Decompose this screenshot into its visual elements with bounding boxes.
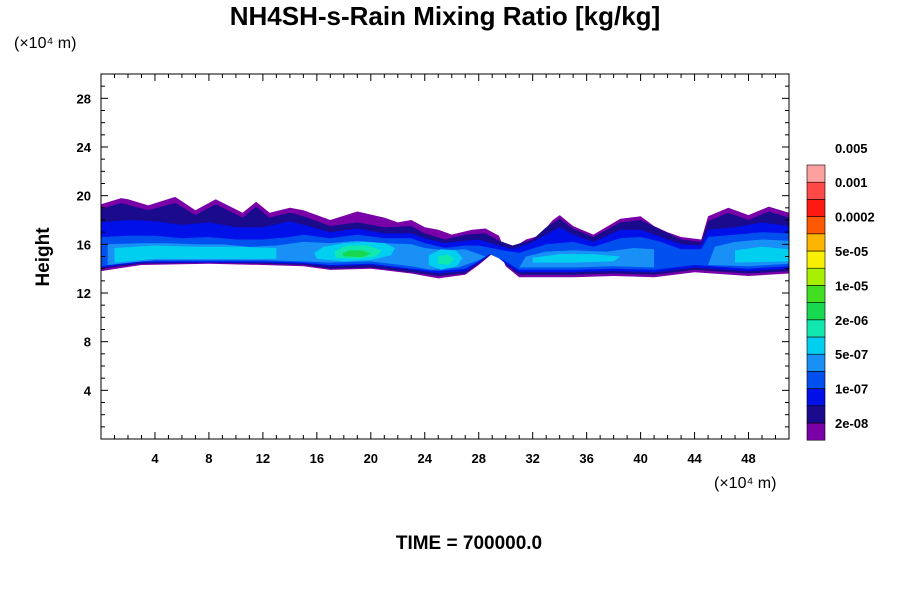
y-tick-label: 8 <box>84 335 91 350</box>
colorbar-swatch <box>806 319 826 338</box>
colorbar-swatch <box>806 371 826 389</box>
colorbar-swatch <box>806 285 826 303</box>
y-tick-label: 20 <box>77 189 91 204</box>
time-label: TIME = 700000.0 <box>396 533 542 554</box>
contour-region-level-5 <box>114 245 277 263</box>
colorbar-swatch <box>806 422 826 441</box>
colorbar-swatch <box>806 405 826 424</box>
x-tick-label: 8 <box>205 451 212 466</box>
colorbar-label: 2e-06 <box>835 313 868 328</box>
contour-region-level-7 <box>342 250 371 258</box>
x-tick-label: 16 <box>310 451 324 466</box>
colorbar-label: 0.0002 <box>835 210 875 225</box>
colorbar-swatch <box>806 216 826 235</box>
chart-title: NH4SH-s-Rain Mixing Ratio [kg/kg] <box>230 1 660 31</box>
colorbar-swatch <box>806 353 826 372</box>
x-tick-label: 32 <box>525 451 539 466</box>
colorbar-label: 0.005 <box>835 141 868 156</box>
x-tick-label: 36 <box>579 451 593 466</box>
colorbar-label: 2e-08 <box>835 416 868 431</box>
colorbar-label: 5e-07 <box>835 347 868 362</box>
x-tick-label: 48 <box>741 451 755 466</box>
colorbar-swatch <box>806 233 826 252</box>
x-tick-label: 28 <box>471 451 485 466</box>
y-axis-label: Height <box>33 227 54 287</box>
contour-region-level-5 <box>532 254 621 263</box>
x-tick-label: 20 <box>364 451 378 466</box>
contour-region-level-6 <box>438 254 455 265</box>
colorbar-swatch <box>806 302 826 321</box>
y-tick-label: 28 <box>77 91 91 106</box>
y-unit-label: (×10⁴ m) <box>14 35 76 52</box>
x-tick-label: 40 <box>633 451 647 466</box>
colorbar-swatch <box>806 388 826 407</box>
colorbar-swatch <box>806 336 826 355</box>
y-tick-label: 16 <box>77 237 91 252</box>
x-tick-label: 4 <box>151 451 159 466</box>
x-tick-label: 12 <box>256 451 270 466</box>
colorbar-swatch <box>806 250 826 269</box>
colorbar: 2e-08 1e-07 5e-07 2e-06 1e-05 5e-05 0.0002 0.00… <box>806 141 875 441</box>
colorbar-swatch <box>806 181 826 200</box>
colorbar-swatch <box>806 164 826 183</box>
x-tick-label: 44 <box>687 451 702 466</box>
y-tick-label: 4 <box>84 383 92 398</box>
colorbar-label: 5e-05 <box>835 244 868 259</box>
y-tick-label: 12 <box>77 286 91 301</box>
x-unit-label: (×10⁴ m) <box>714 475 776 492</box>
colorbar-swatch <box>806 267 826 286</box>
colorbar-swatch <box>806 199 826 217</box>
y-tick-label: 24 <box>77 140 92 155</box>
contour-region-level-5 <box>735 246 789 263</box>
colorbar-label: 1e-05 <box>835 278 868 293</box>
colorbar-label: 1e-07 <box>835 382 868 397</box>
colorbar-label: 0.001 <box>835 175 868 190</box>
contour-layers <box>101 196 789 279</box>
x-tick-label: 24 <box>418 451 433 466</box>
